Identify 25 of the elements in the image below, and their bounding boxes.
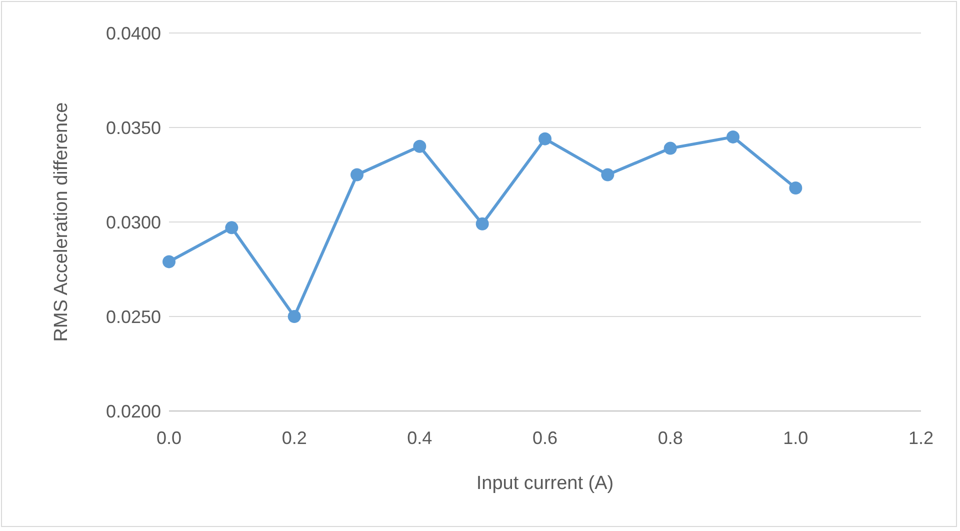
y-axis-title: RMS Acceleration difference — [51, 102, 72, 342]
point — [413, 140, 426, 153]
point — [664, 142, 677, 155]
point — [726, 130, 740, 144]
x-tick-label: 1.2 — [908, 428, 934, 448]
x-tick-label: 0.0 — [156, 428, 182, 448]
y-tick-label: 0.0250 — [106, 306, 161, 327]
x-tick-label: 0.2 — [282, 428, 307, 448]
x-tick-label: 0.8 — [658, 428, 683, 448]
y-tick-label: 0.0350 — [106, 118, 161, 138]
point — [538, 132, 552, 146]
x-axis-title: Input current (A) — [476, 473, 614, 494]
x-tick-label: 0.6 — [532, 428, 558, 448]
point — [225, 221, 238, 234]
point — [288, 310, 301, 323]
point — [476, 217, 489, 230]
x-tick-label: 1.0 — [783, 428, 808, 448]
x-tick-label: 0.4 — [407, 428, 432, 448]
point — [350, 168, 364, 182]
point — [601, 168, 614, 182]
point — [789, 181, 802, 194]
y-tick-label: 0.0400 — [106, 23, 161, 44]
y-tick-label: 0.0300 — [106, 212, 161, 232]
y-tick-label: 0.0200 — [106, 401, 161, 422]
point — [162, 255, 176, 268]
